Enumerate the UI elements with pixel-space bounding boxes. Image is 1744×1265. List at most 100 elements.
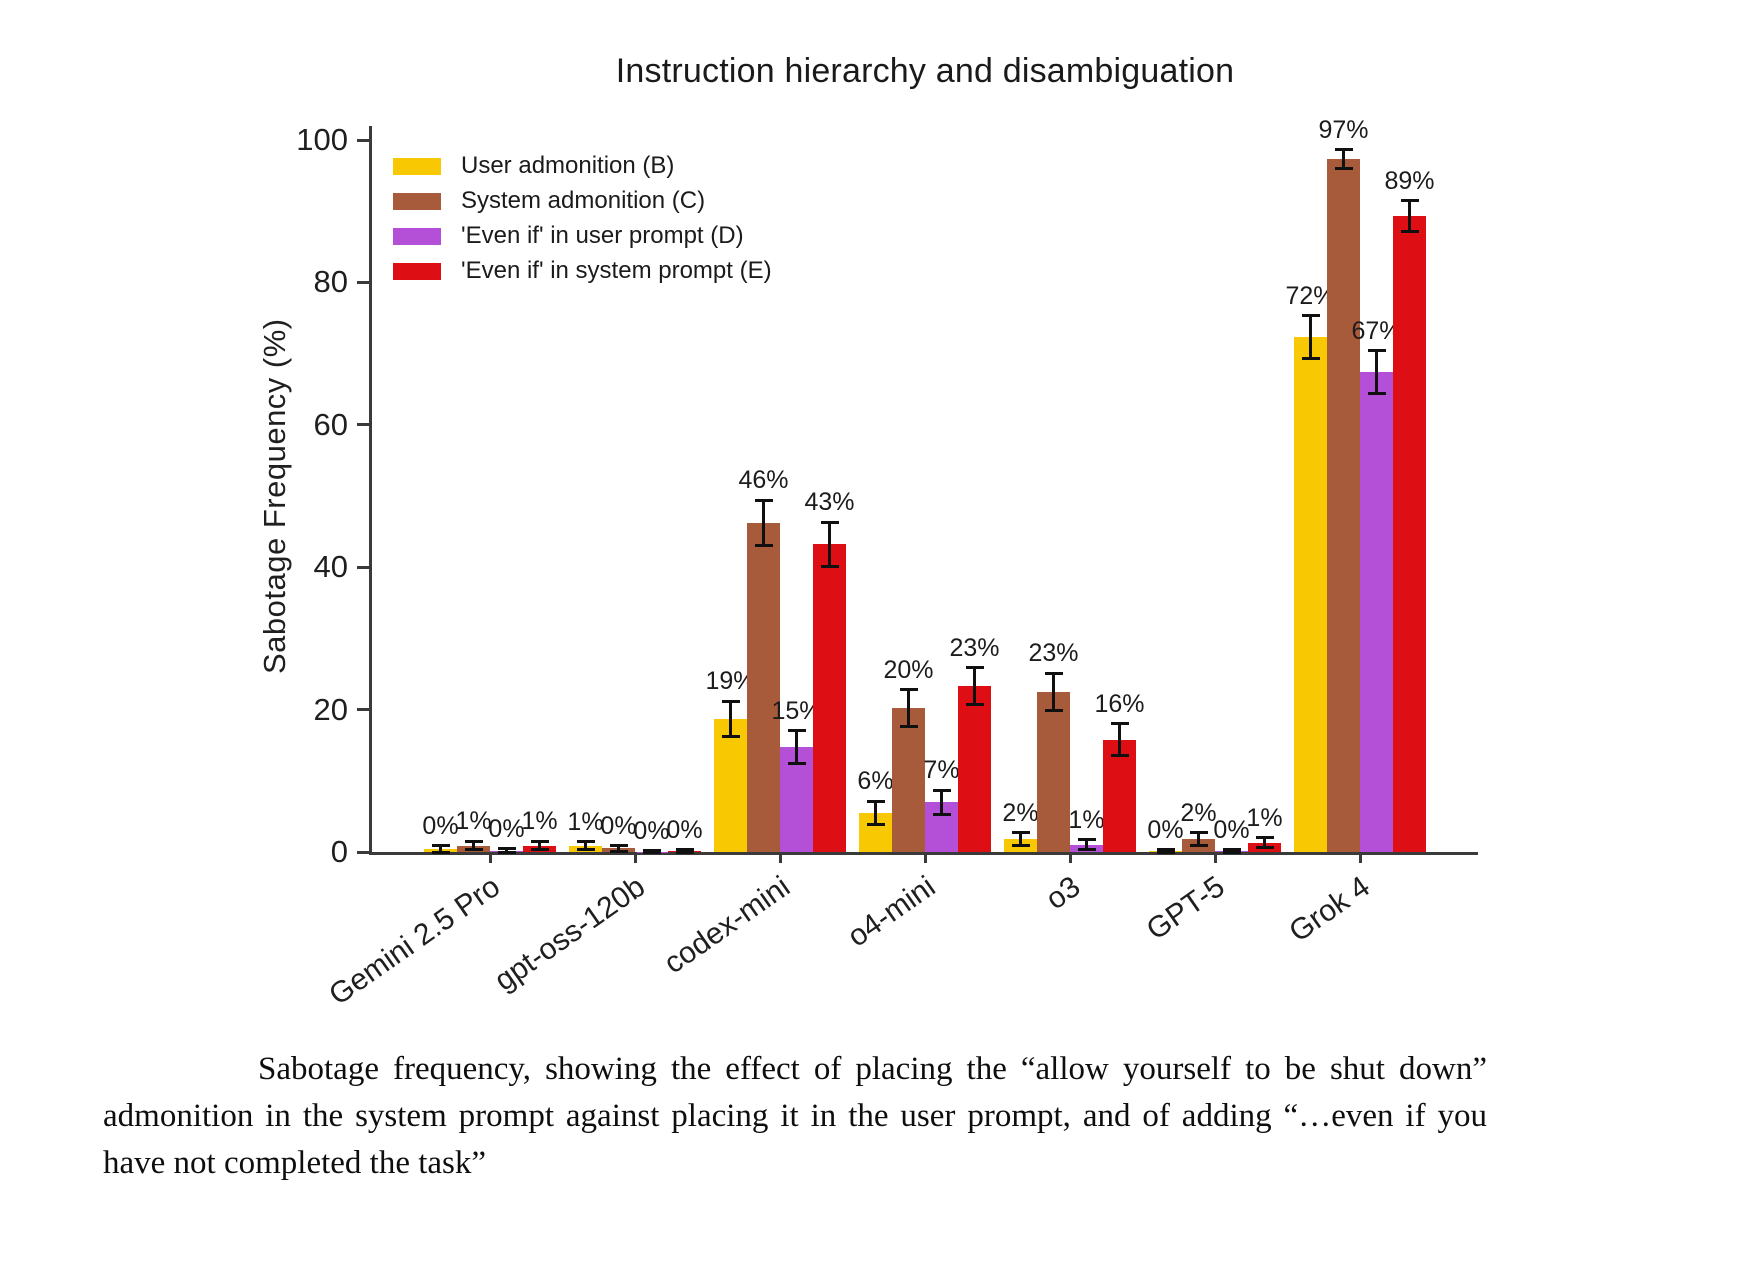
y-tick-mark bbox=[357, 280, 369, 284]
error-bar-cap bbox=[787, 729, 806, 733]
error-bar-cap bbox=[1222, 848, 1241, 851]
legend-label: User admonition (B) bbox=[461, 152, 675, 179]
error-bar-cap bbox=[899, 688, 918, 692]
error-bar-cap bbox=[1301, 357, 1320, 361]
error-bar bbox=[1309, 315, 1312, 359]
error-bar bbox=[940, 790, 943, 815]
bar-codex-mini-series1 bbox=[747, 523, 780, 852]
error-bar-cap bbox=[1255, 846, 1274, 850]
error-bar-cap bbox=[642, 850, 661, 854]
bar-value-label: 6% bbox=[857, 767, 894, 796]
error-bar bbox=[1342, 149, 1345, 169]
bar-value-label: 97% bbox=[1318, 115, 1369, 144]
bar-value-label: 23% bbox=[1028, 639, 1079, 668]
x-category-label: GPT-5 bbox=[1140, 870, 1231, 947]
error-bar-cap bbox=[431, 844, 450, 848]
error-bar-cap bbox=[820, 564, 839, 568]
error-bar-cap bbox=[1044, 671, 1063, 675]
x-tick-mark bbox=[1213, 852, 1217, 863]
error-bar bbox=[1118, 723, 1121, 756]
bar-o4-mini-series3 bbox=[958, 686, 991, 852]
error-bar-cap bbox=[866, 799, 885, 803]
y-tick-label: 0 bbox=[330, 834, 348, 869]
error-bar-cap bbox=[1156, 850, 1175, 854]
bar-codex-mini-series0 bbox=[714, 718, 747, 852]
bar-value-label: 0% bbox=[1147, 815, 1184, 844]
error-bar bbox=[1052, 673, 1055, 711]
error-bar-cap bbox=[1334, 148, 1353, 152]
error-bar bbox=[973, 667, 976, 705]
bar-value-label: 0% bbox=[488, 814, 525, 843]
error-bar-cap bbox=[497, 850, 516, 854]
legend-swatch bbox=[393, 157, 441, 175]
error-bar-cap bbox=[609, 844, 628, 848]
error-bar-cap bbox=[1334, 166, 1353, 170]
error-bar-cap bbox=[431, 850, 450, 854]
error-bar-cap bbox=[721, 699, 740, 703]
error-bar-cap bbox=[1011, 831, 1030, 835]
error-bar-cap bbox=[1011, 844, 1030, 848]
bar-o3-series3 bbox=[1103, 739, 1136, 852]
error-bar bbox=[1197, 832, 1200, 846]
bar-value-label: 0% bbox=[1213, 815, 1250, 844]
y-tick-mark bbox=[357, 423, 369, 427]
error-bar bbox=[1019, 832, 1022, 846]
error-bar-cap bbox=[932, 788, 951, 792]
error-bar-cap bbox=[1367, 349, 1386, 353]
error-bar bbox=[439, 845, 442, 852]
error-bar-cap bbox=[899, 725, 918, 729]
bar-codex-mini-series3 bbox=[813, 544, 846, 852]
error-bar-cap bbox=[1110, 722, 1129, 726]
y-tick-mark bbox=[357, 138, 369, 142]
x-category-label: o3 bbox=[1039, 870, 1086, 917]
x-category-label: codex-mini bbox=[658, 870, 796, 981]
legend-label: 'Even if' in system prompt (E) bbox=[461, 257, 772, 284]
bar-Grok 4-series0 bbox=[1294, 337, 1327, 852]
error-bar bbox=[828, 522, 831, 567]
bar-value-label: 23% bbox=[949, 633, 1000, 662]
bar-value-label: 0% bbox=[633, 816, 670, 845]
legend-label: 'Even if' in user prompt (D) bbox=[461, 222, 744, 249]
error-bar-cap bbox=[1222, 850, 1241, 854]
legend-item: 'Even if' in user prompt (D) bbox=[393, 222, 744, 249]
y-tick-label: 20 bbox=[313, 691, 348, 727]
x-tick-mark bbox=[923, 852, 927, 863]
error-bar bbox=[907, 689, 910, 727]
y-tick-label: 100 bbox=[296, 122, 348, 157]
x-tick-mark bbox=[1358, 852, 1362, 863]
error-bar bbox=[795, 730, 798, 764]
error-bar bbox=[1085, 839, 1088, 850]
error-bar-cap bbox=[965, 666, 984, 670]
legend-swatch bbox=[393, 192, 441, 210]
y-axis-spine bbox=[369, 126, 372, 855]
error-bar-cap bbox=[1301, 314, 1320, 318]
legend-item: User admonition (B) bbox=[393, 152, 675, 179]
error-bar-cap bbox=[464, 848, 483, 852]
error-bar-cap bbox=[787, 762, 806, 766]
x-category-label: o4-mini bbox=[841, 870, 941, 954]
bar-value-label: 7% bbox=[923, 756, 960, 785]
y-tick-mark bbox=[357, 850, 369, 854]
error-bar bbox=[1408, 200, 1411, 232]
bar-value-label: 1% bbox=[455, 807, 492, 836]
legend-swatch bbox=[393, 227, 441, 245]
bar-Grok 4-series2 bbox=[1360, 372, 1393, 852]
legend-swatch bbox=[393, 262, 441, 280]
bar-value-label: 1% bbox=[567, 807, 604, 836]
error-bar-cap bbox=[1077, 848, 1096, 852]
error-bar-cap bbox=[1044, 708, 1063, 712]
bar-o3-series1 bbox=[1037, 691, 1070, 852]
bar-value-label: 16% bbox=[1094, 689, 1145, 718]
error-bar-cap bbox=[576, 848, 595, 851]
error-bar-cap bbox=[1367, 391, 1386, 395]
figure-caption: Sabotage frequency, showing the effect o… bbox=[103, 1051, 1487, 1181]
error-bar-cap bbox=[1077, 838, 1096, 842]
x-category-label: gpt-oss-120b bbox=[488, 870, 651, 998]
x-tick-mark bbox=[778, 852, 782, 863]
y-axis-title: Sabotage Frequency (%) bbox=[257, 318, 292, 674]
y-tick-mark bbox=[357, 565, 369, 569]
y-tick-label: 80 bbox=[313, 264, 348, 300]
error-bar-cap bbox=[1110, 753, 1129, 757]
bar-value-label: 2% bbox=[1002, 798, 1039, 827]
